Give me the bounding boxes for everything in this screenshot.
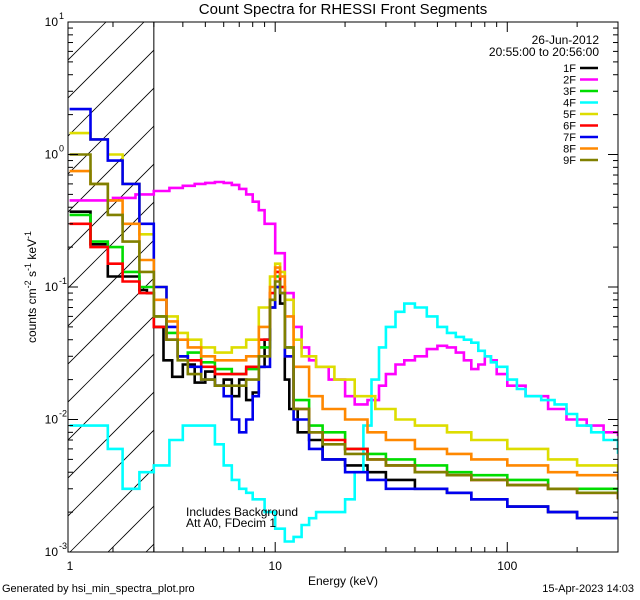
legend-label-5F: 5F bbox=[563, 109, 576, 121]
y-label-unit: keV bbox=[25, 239, 39, 263]
x-tick-label: 100 bbox=[497, 559, 517, 573]
y-axis-label: counts cm-2 s-1 keV-1 bbox=[23, 231, 39, 343]
y-tick-label: 10 bbox=[45, 148, 59, 162]
hatch-line bbox=[68, 429, 154, 517]
legend-label-4F: 4F bbox=[563, 98, 576, 110]
y-tick-exponent: 1 bbox=[59, 11, 64, 21]
hatch-line bbox=[68, 49, 154, 137]
note-line: Att A0, FDecim 1 bbox=[186, 516, 276, 530]
y-tick-label: 10 bbox=[45, 413, 59, 427]
hatch-line bbox=[68, 391, 154, 479]
y-tick-exponent: -3 bbox=[59, 541, 67, 551]
y-tick-exponent: 0 bbox=[59, 144, 64, 154]
y-tick-label: 10 bbox=[45, 15, 59, 29]
hatch-line bbox=[68, 239, 154, 327]
series-5F bbox=[69, 131, 618, 473]
footer-timestamp: 15-Apr-2023 14:03 bbox=[542, 583, 634, 595]
generated-by-text: Generated by hsi_min_spectra_plot.pro bbox=[2, 583, 195, 595]
y-tick-label: 10 bbox=[45, 280, 59, 294]
chart-title: Count Spectra for RHESSI Front Segments bbox=[199, 1, 487, 18]
y-tick-label: 10 bbox=[45, 545, 59, 559]
hatch-line bbox=[602, 22, 640, 552]
x-tick-label: 10 bbox=[269, 559, 283, 573]
legend-label-8F: 8F bbox=[563, 144, 576, 156]
series-9F bbox=[69, 153, 618, 500]
y-label-exponent: -1 bbox=[23, 263, 33, 271]
y-label-exponent: -2 bbox=[23, 280, 33, 288]
y-tick-exponent: -1 bbox=[59, 276, 67, 286]
legend-label-6F: 6F bbox=[563, 121, 576, 133]
chart-time-range: 20:55:00 to 20:56:00 bbox=[489, 45, 599, 59]
x-tick-label: 1 bbox=[67, 559, 74, 573]
y-tick-exponent: -2 bbox=[59, 409, 67, 419]
legend-label-3F: 3F bbox=[563, 86, 576, 98]
hatch-line bbox=[68, 125, 154, 213]
y-label-unit: s bbox=[25, 271, 39, 280]
series-4F bbox=[69, 302, 618, 543]
legend-label-9F: 9F bbox=[563, 155, 576, 167]
hatched-region bbox=[68, 22, 640, 552]
x-axis-label: Energy (keV) bbox=[308, 574, 378, 588]
legend-label-1F: 1F bbox=[563, 63, 576, 75]
y-label-unit: counts cm bbox=[25, 288, 39, 343]
chart-date: 26-Jun-2012 bbox=[532, 33, 600, 47]
legend-label-2F: 2F bbox=[563, 75, 576, 87]
y-label-exponent: -1 bbox=[23, 231, 33, 239]
series-6F bbox=[69, 222, 618, 500]
hatch-line bbox=[68, 87, 154, 175]
series-2F bbox=[69, 180, 618, 437]
series-lines bbox=[69, 107, 618, 543]
legend-label-7F: 7F bbox=[563, 132, 576, 144]
note-line: Includes Background bbox=[186, 505, 298, 519]
series-7F bbox=[69, 107, 618, 520]
